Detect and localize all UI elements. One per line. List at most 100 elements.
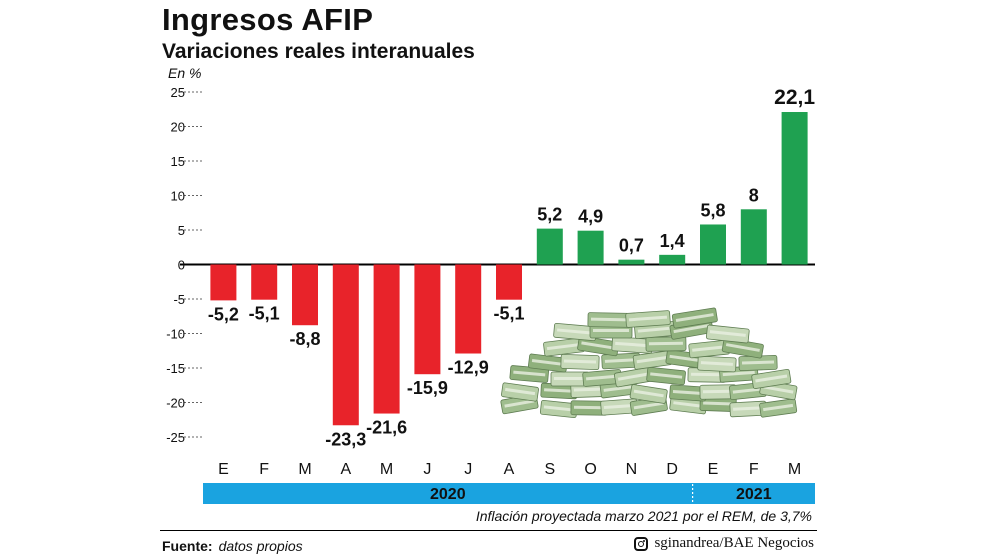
money-band bbox=[628, 315, 668, 322]
instagram-icon bbox=[634, 536, 649, 551]
bar bbox=[455, 264, 482, 354]
bar bbox=[740, 209, 767, 265]
y-tick-label: 20 bbox=[171, 120, 185, 135]
year-label: 2021 bbox=[736, 486, 772, 503]
money-band bbox=[593, 329, 629, 332]
money-band bbox=[543, 405, 574, 412]
money-band bbox=[725, 343, 760, 352]
money-band bbox=[636, 355, 669, 364]
bar bbox=[577, 230, 604, 265]
money-band bbox=[755, 374, 788, 383]
footer-divider bbox=[160, 530, 817, 531]
y-tick-label: -15 bbox=[166, 361, 185, 376]
bar bbox=[781, 112, 808, 265]
money-band bbox=[504, 399, 535, 408]
credit: sginandrea/BAE Negocios bbox=[634, 535, 814, 552]
bar bbox=[414, 264, 441, 375]
money-band bbox=[702, 389, 734, 394]
money-band bbox=[669, 354, 702, 363]
bar-value-label: -5,2 bbox=[208, 304, 239, 324]
inflation-note: Inflación proyectada marzo 2021 por el R… bbox=[475, 508, 812, 524]
money-band bbox=[650, 372, 683, 379]
source-label: Fuente: bbox=[162, 538, 213, 554]
bar bbox=[332, 264, 359, 426]
money-band bbox=[505, 387, 536, 396]
x-tick-label: M bbox=[788, 461, 801, 478]
bar-value-label: 22,1 bbox=[774, 86, 815, 109]
money-band bbox=[673, 401, 704, 408]
y-tick-label: 5 bbox=[178, 223, 185, 238]
chart-title: Ingresos AFIP bbox=[162, 2, 374, 37]
money-band bbox=[703, 401, 734, 406]
money-band bbox=[733, 406, 764, 411]
bar-value-label: -5,1 bbox=[493, 304, 524, 324]
x-tick-label: A bbox=[340, 461, 351, 478]
money-band bbox=[573, 405, 605, 410]
x-tick-label: A bbox=[504, 461, 515, 478]
y-tick-label: 25 bbox=[171, 85, 185, 100]
year-label: 2020 bbox=[430, 486, 466, 503]
money-band bbox=[763, 385, 794, 394]
money-band bbox=[648, 341, 683, 346]
bar-value-label: 5,8 bbox=[700, 200, 725, 220]
money-band bbox=[556, 328, 594, 335]
x-tick-label: D bbox=[666, 461, 678, 478]
money-band bbox=[581, 341, 616, 350]
money-band bbox=[604, 358, 637, 363]
bar-value-label: 5,2 bbox=[537, 205, 562, 225]
bar bbox=[659, 254, 686, 265]
year-band-bar bbox=[203, 483, 815, 504]
x-tick-label: J bbox=[423, 461, 431, 478]
money-band bbox=[741, 360, 775, 365]
x-tick-label: M bbox=[298, 461, 311, 478]
bar-value-label: -15,9 bbox=[407, 378, 448, 398]
y-tick-label: -5 bbox=[173, 292, 185, 307]
x-tick-label: S bbox=[544, 461, 555, 478]
x-tick-label: O bbox=[584, 461, 596, 478]
bar-value-label: 4,9 bbox=[578, 207, 603, 227]
bar-value-label: -5,1 bbox=[249, 304, 280, 324]
bar bbox=[210, 264, 237, 301]
bar bbox=[251, 264, 278, 300]
bar bbox=[536, 228, 563, 265]
bar-value-label: -12,9 bbox=[448, 358, 489, 378]
source: Fuente: datos propios bbox=[162, 538, 303, 554]
money-band bbox=[603, 385, 634, 392]
y-tick-label: 0 bbox=[178, 258, 185, 273]
money-band bbox=[617, 372, 650, 381]
money-band bbox=[637, 326, 674, 333]
y-tick-label: -10 bbox=[166, 327, 185, 342]
chart-subtitle: Variaciones reales interanuales bbox=[162, 40, 475, 63]
bar-value-label: 8 bbox=[749, 185, 759, 205]
credit-text: sginandrea/BAE Negocios bbox=[654, 535, 814, 551]
bar bbox=[618, 259, 645, 265]
money-band bbox=[531, 359, 565, 366]
money-band bbox=[675, 313, 714, 322]
x-tick-label: N bbox=[626, 461, 638, 478]
unit-label: En % bbox=[168, 65, 202, 81]
money-band bbox=[709, 330, 746, 337]
bar-value-label: 1,4 bbox=[660, 231, 685, 251]
money-band bbox=[633, 401, 664, 410]
y-tick-label: 15 bbox=[171, 154, 185, 169]
money-band bbox=[722, 370, 755, 377]
x-tick-label: M bbox=[380, 461, 393, 478]
bar-value-label: -21,6 bbox=[366, 418, 407, 438]
y-tick-label: -20 bbox=[166, 396, 185, 411]
bar-value-label: -23,3 bbox=[325, 429, 366, 449]
x-tick-label: F bbox=[749, 461, 759, 478]
money-stack-illustration bbox=[500, 307, 798, 419]
money-band bbox=[691, 372, 724, 377]
money-band bbox=[672, 389, 704, 396]
money-band bbox=[544, 388, 575, 393]
money-band bbox=[615, 341, 650, 348]
x-tick-label: E bbox=[218, 461, 229, 478]
x-tick-label: J bbox=[464, 461, 472, 478]
source-text: datos propios bbox=[218, 538, 303, 554]
money-band bbox=[554, 377, 586, 380]
money-band bbox=[546, 342, 581, 351]
money-band bbox=[692, 345, 727, 352]
bar bbox=[373, 264, 400, 414]
